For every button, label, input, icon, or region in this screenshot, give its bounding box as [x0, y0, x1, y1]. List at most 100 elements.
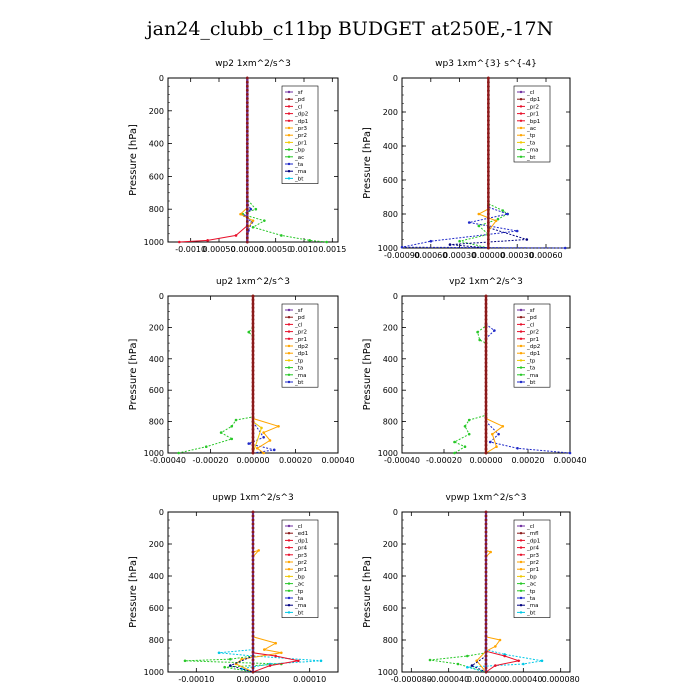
legend-entry: _ta	[526, 140, 535, 146]
legend-entry: _ma	[526, 603, 538, 609]
level-marker	[251, 650, 255, 654]
series-marker	[251, 219, 255, 222]
level-marker	[251, 377, 255, 380]
x-tick-label: 0.00060	[529, 251, 562, 260]
level-marker	[251, 322, 255, 325]
series-marker	[458, 239, 461, 243]
level-marker	[484, 638, 488, 642]
series-marker	[463, 445, 467, 449]
legend-marker	[519, 344, 523, 348]
series-marker	[478, 338, 482, 342]
level-marker	[484, 538, 488, 542]
y-tick-label: 200	[383, 323, 398, 332]
series-marker	[277, 425, 280, 428]
panel-title: wp3 1xm^{3} s^{-4}	[435, 59, 537, 69]
x-tick-label: 0.00000	[236, 675, 269, 684]
legend-entry: _pr3	[526, 553, 540, 559]
level-marker	[251, 443, 255, 447]
level-marker	[487, 225, 490, 229]
legend-marker	[287, 177, 291, 180]
legend-marker	[287, 611, 291, 614]
legend-marker	[287, 119, 291, 123]
y-axis-label: Pressure [hPa]	[128, 556, 139, 628]
x-tick-label: 0.00020	[511, 456, 544, 465]
level-marker	[484, 361, 488, 365]
legend-entry: _bt	[294, 610, 304, 616]
legend-marker	[287, 170, 291, 173]
legend-marker	[519, 308, 523, 312]
level-marker	[487, 187, 490, 190]
level-marker	[484, 650, 488, 654]
level-marker	[251, 369, 255, 372]
x-tick-label: 0.00060	[414, 251, 447, 260]
series-marker	[254, 207, 258, 211]
legend-marker	[519, 546, 523, 549]
level-marker	[251, 566, 255, 570]
level-marker	[251, 388, 255, 392]
level-marker	[245, 154, 249, 158]
level-marker	[487, 157, 490, 161]
series-marker	[428, 658, 432, 662]
level-marker	[484, 396, 488, 400]
x-tick-label: 0.0015	[318, 245, 346, 254]
legend-marker	[287, 316, 291, 319]
level-marker	[251, 526, 255, 530]
level-marker	[251, 404, 255, 408]
level-marker	[245, 150, 249, 154]
legend-entry: _cl	[526, 524, 535, 530]
y-tick-label: 1000	[378, 668, 398, 677]
series-marker	[229, 664, 232, 667]
series-marker	[206, 239, 209, 242]
series-marker	[488, 440, 492, 444]
level-marker	[251, 447, 255, 451]
legend-entry: _pr3	[294, 126, 308, 132]
level-marker	[251, 314, 255, 318]
legend-marker	[287, 148, 291, 151]
series-marker	[308, 239, 311, 242]
legend-entry: _pr1	[294, 337, 307, 343]
y-tick-label: 600	[383, 386, 398, 395]
legend-entry: _pr2	[526, 560, 539, 566]
level-marker	[251, 626, 255, 630]
series-marker	[297, 659, 300, 663]
level-marker	[245, 125, 249, 129]
x-tick-label: 0.00000	[472, 251, 505, 260]
level-marker	[484, 666, 488, 670]
series-marker	[448, 243, 452, 246]
level-marker	[484, 322, 488, 325]
legend-entry: _ma	[294, 373, 306, 379]
legend-entry: _bt	[526, 610, 536, 616]
level-marker	[245, 224, 249, 228]
level-marker	[487, 102, 490, 105]
level-marker	[251, 510, 255, 514]
x-tick-label: 0.000040	[504, 675, 542, 684]
series-marker	[563, 246, 567, 250]
legend-marker	[519, 155, 523, 158]
legend-entry: _tp	[526, 589, 536, 595]
level-marker	[251, 642, 255, 646]
level-marker	[484, 518, 488, 522]
y-tick-label: 800	[383, 636, 398, 645]
level-marker	[251, 542, 255, 546]
series-marker	[274, 654, 277, 658]
level-marker	[251, 598, 255, 602]
legend-entry: _cl	[526, 322, 535, 328]
level-marker	[251, 546, 255, 550]
level-marker	[484, 594, 488, 598]
legend-entry: _mfl	[526, 531, 539, 537]
level-marker	[487, 106, 490, 110]
legend-marker	[519, 90, 523, 94]
legend-entry: _ac	[294, 582, 304, 588]
legend-entry: _pr1	[526, 567, 539, 573]
legend-entry: _cl	[526, 90, 535, 96]
level-marker	[487, 212, 490, 216]
level-marker	[251, 594, 255, 598]
level-marker	[251, 341, 255, 345]
series-marker	[515, 229, 519, 233]
series-marker	[540, 659, 544, 663]
level-marker	[487, 182, 490, 186]
y-tick-label: 0	[393, 74, 398, 83]
legend-marker	[287, 539, 291, 542]
y-tick-label: 400	[383, 355, 398, 364]
x-tick-label: 0.00020	[279, 456, 312, 465]
